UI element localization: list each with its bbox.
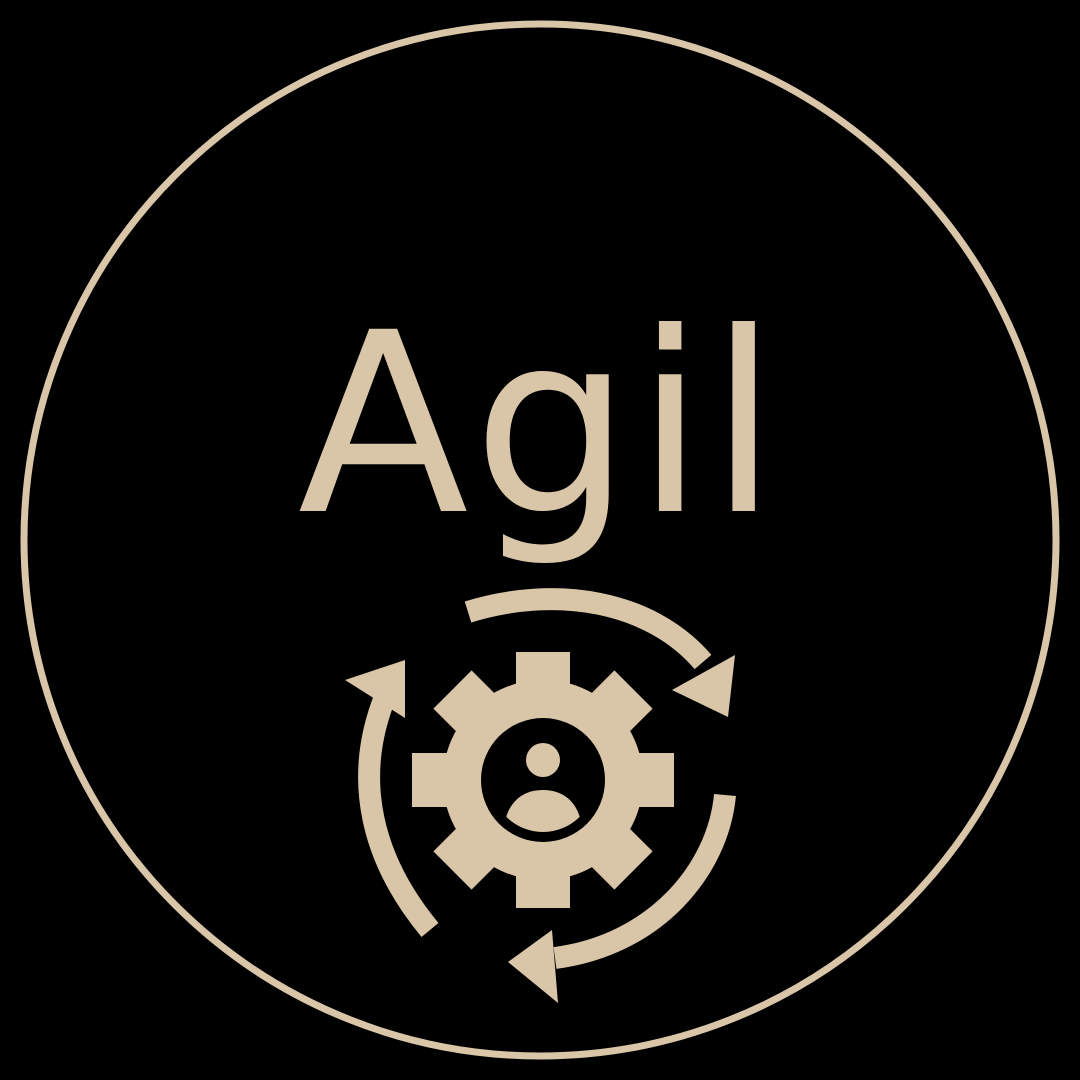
outer-ring (20, 20, 1060, 1060)
badge-title: Agil (297, 279, 783, 570)
arrow-bottom-icon (508, 793, 736, 1003)
arrow-top-icon (464, 588, 735, 717)
agile-gear-cycle-icon (345, 588, 736, 1003)
arrow-left-icon (345, 660, 439, 938)
user-icon (503, 743, 583, 832)
gear-icon (412, 652, 674, 908)
